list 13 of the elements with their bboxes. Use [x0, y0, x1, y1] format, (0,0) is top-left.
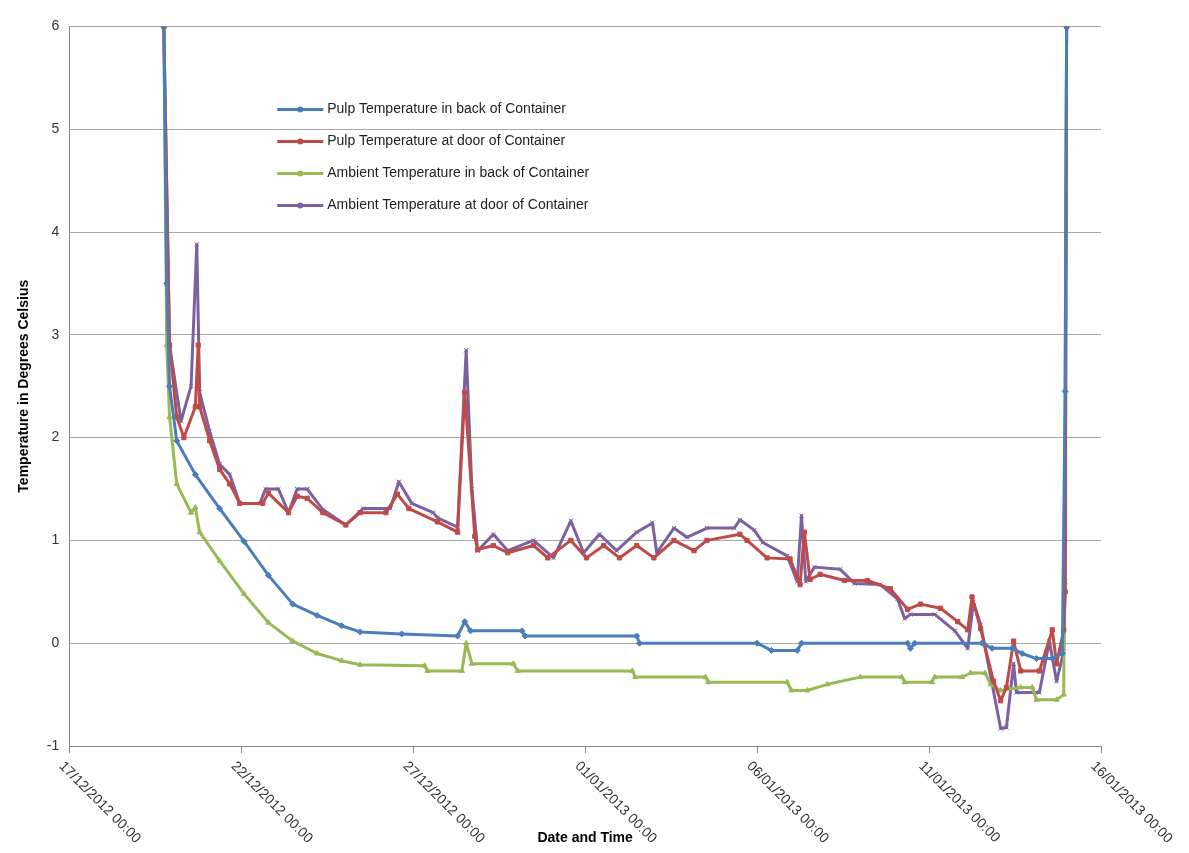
y-axis-title: Temperature in Degrees Celsius [15, 279, 32, 493]
legend-label: Pulp Temperature in back of Container [327, 100, 567, 117]
legend-label: Pulp Temperature at door of Container [327, 132, 566, 149]
y-tick-label: -1 [46, 736, 60, 753]
y-tick-label: 6 [51, 17, 60, 34]
y-tick-label: 2 [51, 428, 60, 445]
legend-label: Ambient Temperature at door of Container [327, 196, 589, 213]
y-tick-label: 1 [51, 531, 60, 548]
y-tick-label: 3 [51, 325, 60, 342]
legend-label: Ambient Temperature in back of Container [327, 164, 590, 181]
y-tick-label: 4 [51, 222, 60, 239]
y-tick-label: 5 [51, 120, 60, 137]
y-tick-label: 0 [51, 634, 60, 651]
